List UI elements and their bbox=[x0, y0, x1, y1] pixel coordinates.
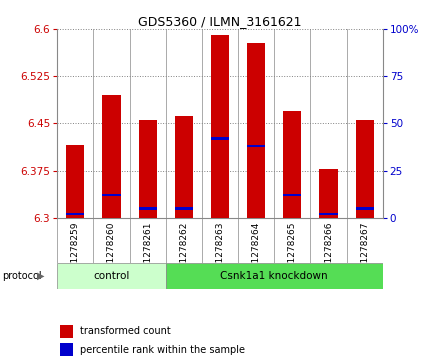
Bar bbox=[66, 213, 84, 215]
Text: Csnk1a1 knockdown: Csnk1a1 knockdown bbox=[220, 271, 328, 281]
Bar bbox=[60, 325, 73, 338]
Bar bbox=[319, 169, 337, 218]
Bar bbox=[60, 343, 73, 356]
Bar bbox=[283, 111, 301, 218]
Bar bbox=[211, 35, 229, 218]
Text: percentile rank within the sample: percentile rank within the sample bbox=[80, 344, 245, 355]
Bar bbox=[356, 207, 374, 209]
Text: GSM1278259: GSM1278259 bbox=[71, 221, 80, 282]
Bar bbox=[247, 43, 265, 218]
Text: GSM1278265: GSM1278265 bbox=[288, 221, 297, 282]
Bar bbox=[103, 194, 121, 196]
Text: GSM1278262: GSM1278262 bbox=[180, 221, 188, 282]
Text: GSM1278266: GSM1278266 bbox=[324, 221, 333, 282]
Bar bbox=[66, 146, 84, 218]
Title: GDS5360 / ILMN_3161621: GDS5360 / ILMN_3161621 bbox=[138, 15, 302, 28]
Bar bbox=[139, 120, 157, 218]
Bar bbox=[319, 213, 337, 215]
Bar bbox=[175, 207, 193, 209]
Bar bbox=[247, 145, 265, 147]
Text: GSM1278260: GSM1278260 bbox=[107, 221, 116, 282]
Text: control: control bbox=[93, 271, 130, 281]
Text: GSM1278263: GSM1278263 bbox=[216, 221, 224, 282]
Bar bbox=[166, 263, 383, 289]
Text: GSM1278264: GSM1278264 bbox=[252, 221, 260, 282]
Bar bbox=[57, 263, 166, 289]
Text: transformed count: transformed count bbox=[80, 326, 171, 337]
Text: GSM1278261: GSM1278261 bbox=[143, 221, 152, 282]
Bar bbox=[211, 137, 229, 140]
Text: ▶: ▶ bbox=[37, 271, 44, 281]
Bar bbox=[139, 207, 157, 209]
Text: GSM1278267: GSM1278267 bbox=[360, 221, 369, 282]
Bar bbox=[356, 120, 374, 218]
Bar bbox=[103, 95, 121, 218]
Bar bbox=[283, 194, 301, 196]
Text: protocol: protocol bbox=[2, 271, 42, 281]
Bar bbox=[175, 116, 193, 218]
